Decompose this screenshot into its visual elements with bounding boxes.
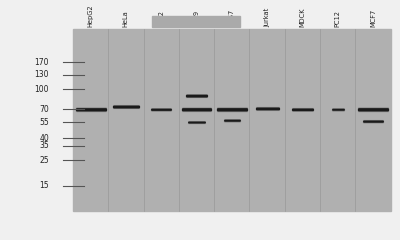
- Text: COS7: COS7: [229, 9, 235, 27]
- Text: MCF7: MCF7: [370, 9, 376, 27]
- Text: 15: 15: [40, 181, 49, 190]
- Text: 35: 35: [39, 141, 49, 150]
- Bar: [152, 16, 240, 27]
- Text: 55: 55: [39, 118, 49, 127]
- Bar: [73, 29, 391, 211]
- Text: PC12: PC12: [335, 10, 341, 27]
- Text: HepG2: HepG2: [88, 4, 94, 27]
- Text: SVT2: SVT2: [158, 10, 164, 27]
- Text: HeLa: HeLa: [123, 10, 129, 27]
- Text: 25: 25: [40, 156, 49, 165]
- Text: MDCK: MDCK: [299, 7, 305, 27]
- Text: 40: 40: [39, 134, 49, 143]
- Text: 130: 130: [34, 70, 49, 79]
- Text: 170: 170: [34, 58, 49, 66]
- Text: Jurkat: Jurkat: [264, 8, 270, 27]
- Text: A549: A549: [194, 10, 200, 27]
- Text: 100: 100: [34, 85, 49, 94]
- Text: 70: 70: [39, 105, 49, 114]
